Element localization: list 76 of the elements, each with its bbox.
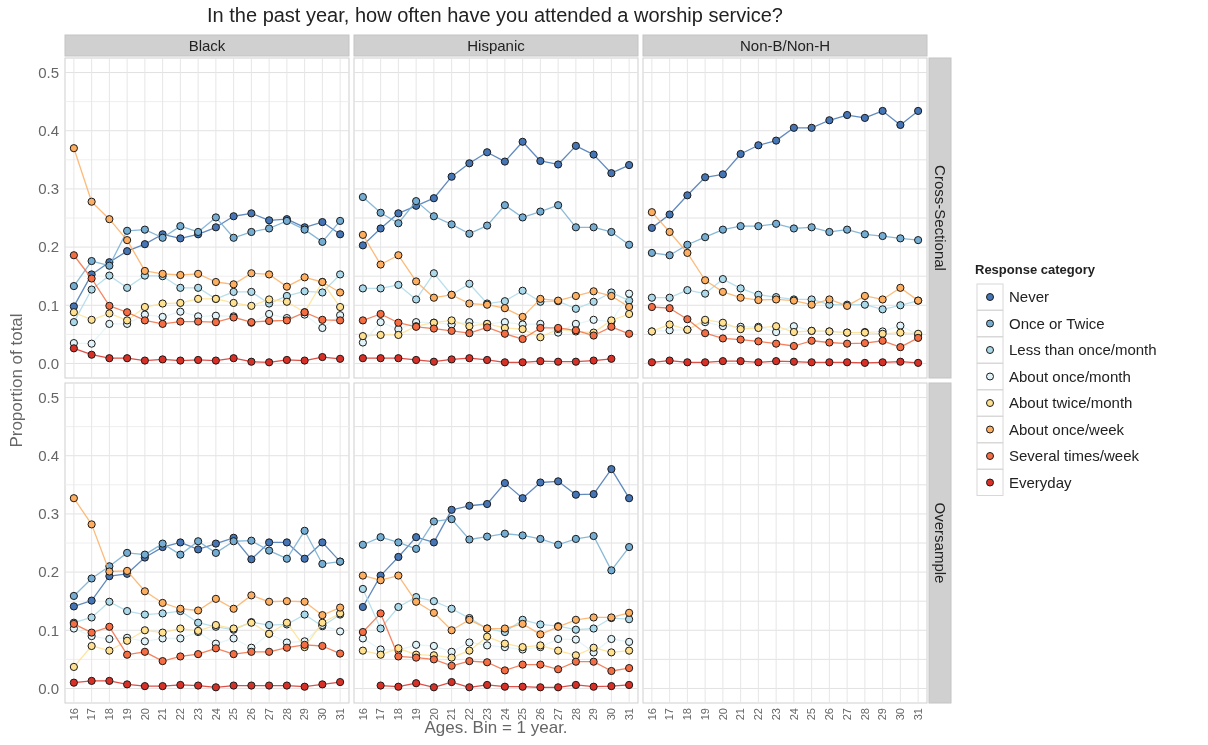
chart-subtitle: Non-B/Non-H [739,36,831,54]
legend-label: Several times/week [1009,447,1140,464]
x-tick-label: 24 [498,708,511,721]
y-tick-label: 0.2 [38,238,59,256]
y-tick-label: 0.1 [38,621,59,639]
y-axis-title: Proportion of total [7,313,26,448]
x-tick-label: 19 [409,708,422,721]
x-tick-label: 24 [209,708,222,721]
x-tick-label: 21 [156,708,169,721]
x-tick-label: 28 [858,708,871,721]
x-tick-label: 31 [911,708,924,721]
y-tick-label: 0.5 [38,63,59,81]
text: Cross-Sectional [931,165,949,271]
x-tick-label: 23 [480,708,493,721]
x-tick-label: 18 [103,708,116,721]
x-tick-label: 28 [280,708,293,721]
y-tick-label: 0.4 [38,121,59,139]
legend-label: Once or Twice [1009,314,1105,332]
y-tick-label: 0.1 [38,296,59,314]
x-tick-label: 20 [427,708,440,721]
x-tick-label: 19 [120,708,133,721]
x-tick-label: 30 [316,708,329,721]
legend-label: About once/month [1009,367,1131,385]
x-tick-label: 26 [245,708,258,721]
legend-label: Never [1009,288,1050,305]
x-tick-label: 27 [551,708,564,721]
x-tick-label: 16 [645,708,658,721]
x-tick-label: 29 [587,708,600,721]
x-tick-label: 23 [191,708,204,721]
x-tick-label: 23 [769,708,782,721]
y-tick-label: 0.4 [38,446,59,464]
y-tick-label: 0.0 [38,354,59,372]
x-tick-label: 26 [534,708,547,721]
x-tick-label: 21 [734,708,747,721]
x-tick-label: 22 [174,708,187,721]
x-tick-label: 22 [463,708,476,721]
y-tick-label: 0.0 [38,679,59,697]
y-tick-label: 0.3 [38,180,59,198]
x-tick-label: 29 [876,708,889,721]
chart-subtitle: Black [188,36,226,54]
x-tick-label: 17 [374,708,387,721]
x-tick-label: 25 [516,708,529,721]
legend-title: Response category [975,262,1096,277]
legend-label: About twice/month [1009,394,1133,411]
x-tick-label: 20 [716,708,729,721]
x-tick-label: 31 [333,708,346,721]
x-tick-label: 18 [392,708,405,721]
x-tick-label: 25 [227,708,240,721]
text: Oversample [931,502,949,584]
x-tick-label: 30 [605,708,618,721]
x-tick-label: 17 [85,708,98,721]
x-tick-label: 21 [445,708,458,721]
y-tick-label: 0.5 [38,388,59,406]
y-tick-label: 0.3 [38,505,59,523]
x-tick-label: 30 [894,708,907,721]
x-tick-label: 16 [356,708,369,721]
x-tick-label: 27 [262,708,275,721]
x-tick-label: 24 [787,708,800,721]
x-tick-label: 25 [805,708,818,721]
legend-label: About once/week [1009,420,1125,438]
y-tick-label: 0.2 [38,563,59,581]
x-tick-label: 27 [840,708,853,721]
x-tick-label: 22 [752,708,765,721]
x-tick-label: 31 [622,708,635,721]
x-tick-label: 18 [681,708,694,721]
x-tick-label: 16 [67,708,80,721]
x-tick-label: 19 [698,708,711,721]
x-tick-label: 20 [138,708,151,721]
legend-label: Everyday [1009,473,1073,491]
x-tick-label: 17 [663,708,676,721]
legend-label: Less than once/month [1009,341,1157,358]
x-tick-label: 29 [298,708,311,721]
x-tick-label: 28 [569,708,582,721]
chart-subtitle: Hispanic [467,36,526,54]
text: In the past year, how often have you attended a worship service? [207,4,783,26]
x-tick-label: 26 [823,708,836,721]
